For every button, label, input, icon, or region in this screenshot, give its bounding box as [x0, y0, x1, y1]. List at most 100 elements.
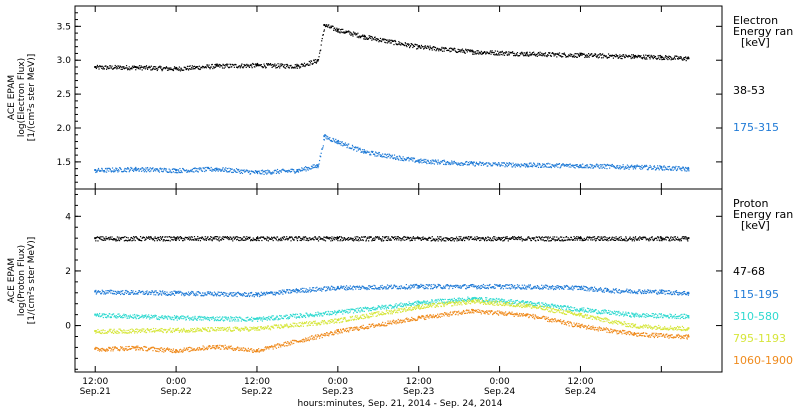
scatter-dot: [665, 54, 667, 57]
scatter-dot: [635, 292, 637, 295]
scatter-dot: [507, 164, 509, 167]
scatter-dot: [265, 238, 267, 240]
scatter-dot: [344, 31, 347, 34]
scatter-dot: [472, 283, 474, 286]
scatter-dot: [467, 236, 469, 238]
scatter-dot: [561, 288, 563, 290]
scatter-dot: [533, 286, 535, 288]
scatter-dot: [393, 154, 396, 156]
scatter-dot: [165, 294, 168, 296]
scatter-dot: [258, 237, 260, 239]
scatter-dot: [639, 236, 641, 238]
scatter-dot: [657, 293, 659, 295]
scatter-dot: [496, 237, 498, 239]
scatter-dot: [576, 286, 578, 288]
scatter-dot: [255, 63, 257, 65]
scatter-dot: [215, 319, 218, 322]
scatter-dot: [145, 317, 148, 319]
scatter-dot: [499, 52, 501, 54]
scatter-dot: [242, 293, 244, 295]
scatter-dot: [375, 38, 377, 40]
scatter-dot: [263, 291, 265, 294]
scatter-dot: [474, 236, 476, 238]
scatter-dot: [329, 287, 331, 289]
scatter-dot: [153, 66, 156, 68]
scatter-dot: [132, 236, 135, 238]
scatter-dot: [218, 291, 220, 293]
scatter-dot: [217, 65, 219, 67]
scatter-dot: [683, 56, 685, 59]
scatter-dot: [453, 49, 455, 51]
scatter-dot: [559, 166, 562, 168]
scatter-dot: [585, 285, 587, 288]
scatter-dot: [377, 236, 379, 238]
scatter-dot: [326, 237, 328, 239]
scatter-dot: [325, 237, 327, 239]
scatter-dot: [356, 286, 358, 288]
scatter-dot: [529, 162, 531, 164]
scatter-dot: [260, 319, 262, 321]
scatter-dot: [540, 54, 542, 56]
scatter-dot: [563, 52, 565, 54]
scatter-dot: [638, 54, 640, 57]
scatter-dot: [636, 55, 638, 58]
scatter-dot: [146, 315, 149, 317]
scatter-dot: [189, 319, 191, 321]
scatter-dot: [218, 169, 220, 171]
scatter-dot: [153, 240, 156, 242]
scatter-dot: [411, 157, 413, 159]
scatter-dot: [535, 287, 537, 289]
scatter-dot: [480, 287, 482, 289]
scatter-dot: [654, 166, 656, 169]
scatter-dot: [664, 166, 666, 168]
scatter-dot: [632, 166, 634, 168]
scatter-dot: [413, 45, 416, 48]
scatter-dot: [328, 26, 330, 28]
scatter-dot: [156, 67, 158, 70]
scatter-dot: [303, 62, 306, 64]
scatter-dot: [372, 239, 375, 241]
scatter-dot: [497, 236, 500, 239]
scatter-dot: [674, 293, 676, 296]
scatter-dot: [235, 236, 237, 238]
scatter-dot: [328, 138, 330, 140]
scatter-dot: [95, 66, 97, 68]
scatter-dot: [193, 167, 196, 170]
scatter-dot: [551, 52, 553, 55]
scatter-dot: [447, 237, 449, 240]
scatter-dot: [179, 167, 181, 170]
scatter-dot: [571, 238, 573, 240]
scatter-dot: [370, 236, 372, 238]
scatter-dot: [556, 239, 558, 242]
scatter-dot: [248, 295, 251, 298]
scatter-dot: [158, 171, 161, 173]
scatter-dot: [489, 50, 492, 52]
scatter-dot: [345, 30, 347, 32]
scatter-dot: [468, 239, 470, 241]
scatter-dot: [206, 318, 208, 320]
scatter-dot: [362, 239, 364, 242]
scatter-dot: [354, 236, 356, 238]
scatter-dot: [134, 168, 136, 170]
scatter-dot: [160, 316, 163, 318]
scatter-dot: [165, 236, 167, 238]
scatter-dot: [516, 238, 519, 241]
scatter-dot: [303, 167, 306, 169]
scatter-dot: [339, 240, 341, 242]
scatter-dot: [226, 319, 228, 321]
scatter-dot: [574, 52, 576, 55]
scatter-dot: [267, 240, 269, 242]
scatter-dot: [461, 238, 463, 240]
scatter-dot: [451, 285, 453, 287]
scatter-dot: [497, 285, 499, 287]
scatter-dot: [671, 57, 673, 59]
scatter-dot: [189, 68, 191, 70]
scatter-dot: [372, 150, 374, 153]
scatter-dot: [477, 287, 479, 289]
scatter-dot: [575, 164, 577, 166]
scatter-dot: [657, 236, 659, 238]
scatter-dot: [190, 236, 192, 238]
series-175-315: [94, 134, 690, 176]
scatter-dot: [119, 65, 121, 67]
scatter-dot: [467, 161, 469, 164]
